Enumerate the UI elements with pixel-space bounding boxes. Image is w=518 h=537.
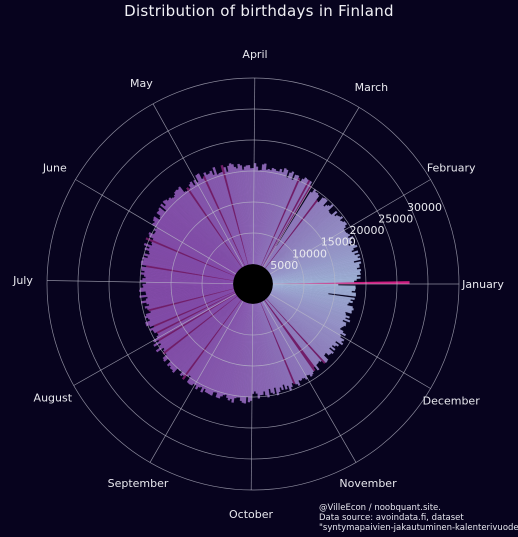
month-spoke: [270, 179, 431, 275]
month-label-march: March: [355, 81, 389, 94]
month-label-february: February: [427, 161, 476, 174]
month-spoke: [152, 103, 244, 267]
credit-text: @VilleEcon / noobquant.site. Data source…: [319, 503, 518, 533]
month-label-october: October: [229, 508, 273, 521]
month-label-may: May: [130, 77, 153, 90]
chart-title: Distribution of birthdays in Finland: [124, 2, 394, 20]
radial-tick-label: 20000: [350, 224, 385, 237]
radial-tick-label: 5000: [270, 259, 298, 272]
month-label-july: July: [12, 274, 33, 287]
month-label-september: September: [108, 477, 169, 490]
grid-layer: [46, 77, 460, 491]
month-spoke: [262, 301, 357, 463]
month-spoke: [252, 77, 256, 265]
month-label-april: April: [242, 48, 267, 61]
month-label-june: June: [42, 161, 67, 174]
month-label-august: August: [34, 391, 73, 404]
radial-tick-label: 15000: [321, 236, 356, 249]
month-spoke: [262, 107, 360, 268]
radial-tick-label: 25000: [378, 212, 413, 225]
month-spoke: [46, 280, 234, 285]
credit-line-2: Data source: avoindata.fi, dataset: [319, 513, 464, 523]
month-label-december: December: [423, 395, 481, 408]
credit-line-3: "syntymapaivien-jakautuminen-kalenterivu…: [319, 523, 518, 533]
month-spoke: [75, 179, 236, 275]
radial-tick-label: 10000: [292, 247, 327, 260]
credit-line-1: @VilleEcon / noobquant.site.: [319, 503, 441, 513]
month-spoke: [270, 293, 431, 389]
radial-tick-label: 30000: [407, 201, 442, 214]
center-hole: [233, 264, 273, 304]
month-label-november: November: [339, 477, 397, 490]
bars-layer: [139, 163, 410, 404]
month-spoke: [73, 293, 236, 386]
month-spoke: [149, 301, 244, 463]
month-label-january: January: [461, 278, 504, 291]
month-spoke: [250, 303, 254, 491]
